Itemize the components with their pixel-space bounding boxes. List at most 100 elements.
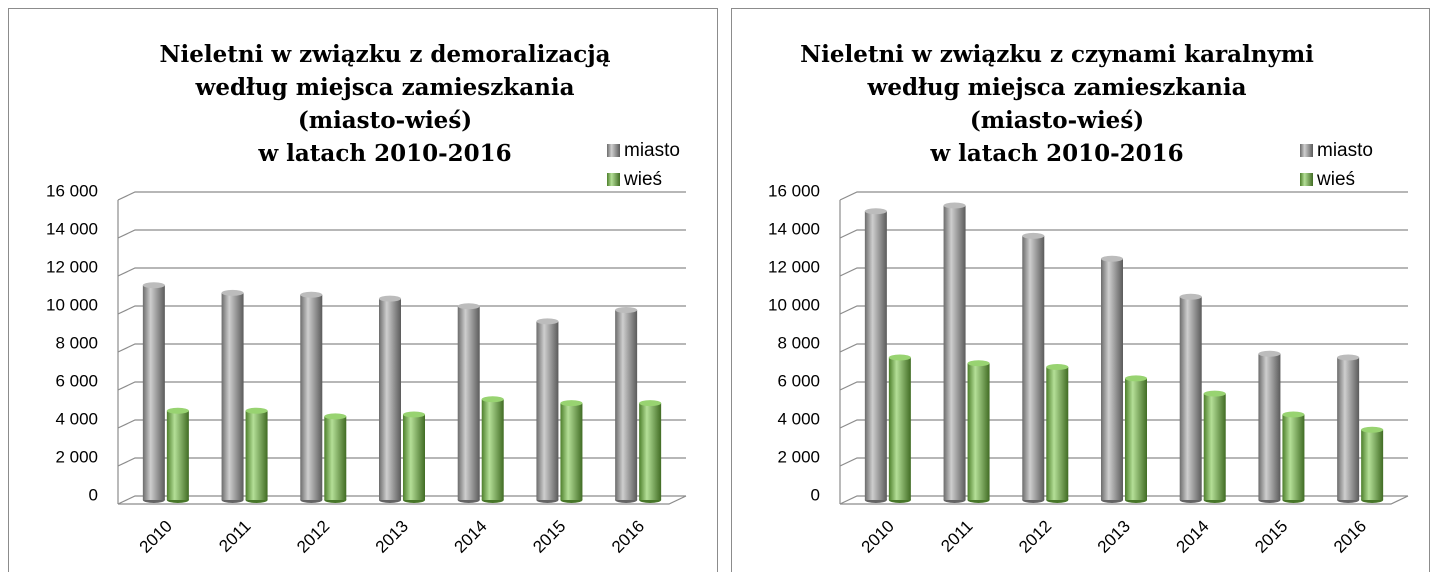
bar-cap — [864, 208, 887, 215]
y-tick-label: 0 — [811, 485, 820, 504]
chart-title: (miasto-wieś) — [970, 107, 1144, 134]
bar — [1022, 235, 1045, 500]
bar — [560, 403, 583, 500]
bar — [1337, 357, 1360, 500]
x-tick-label: 2016 — [608, 517, 648, 557]
grid-line — [839, 305, 1408, 315]
bar-cap — [1282, 411, 1305, 418]
bar — [1282, 414, 1305, 500]
bar — [1125, 378, 1147, 500]
bar-cap — [615, 307, 638, 313]
bar-cap — [245, 407, 268, 414]
y-tick-label: 14 000 — [46, 219, 98, 238]
bar — [888, 357, 911, 500]
y-tick-label: 12 000 — [768, 257, 820, 276]
bar-cap — [142, 282, 165, 289]
bar — [457, 306, 480, 500]
y-tick-label: 8 000 — [55, 333, 98, 352]
grid-line — [839, 229, 1408, 239]
y-tick-label: 6 000 — [55, 371, 98, 390]
y-tick-label: 8 000 — [777, 333, 820, 352]
grid-line — [117, 495, 686, 505]
chart-title: według miejsca zamieszkania — [195, 74, 575, 101]
y-tick-label: 16 000 — [46, 181, 98, 200]
bar-cap — [967, 360, 990, 367]
bar-cap — [324, 413, 347, 420]
bar — [142, 285, 165, 500]
grid-line — [839, 191, 1408, 201]
bar — [324, 416, 347, 500]
bar — [481, 399, 504, 500]
x-tick-label: 2014 — [1173, 517, 1213, 557]
bar-cap — [166, 407, 189, 414]
grid-line — [117, 457, 686, 467]
x-tick-label: 2010 — [136, 517, 176, 557]
bar-cap — [1203, 390, 1226, 397]
bar-cap — [1179, 293, 1202, 300]
grid-line — [839, 419, 1408, 429]
chart-title: Nieletni w związku z demoralizacją — [159, 41, 610, 68]
bar-cap — [481, 396, 504, 403]
bar — [1361, 429, 1384, 500]
grid-line — [839, 267, 1408, 277]
bar — [1101, 258, 1123, 500]
bar — [864, 211, 887, 500]
legend-swatch — [607, 173, 620, 186]
bar — [1046, 367, 1069, 500]
grid-line — [839, 343, 1408, 353]
x-tick-label: 2013 — [1094, 517, 1134, 557]
bar-cap — [639, 400, 662, 407]
bar-cap — [221, 289, 244, 296]
y-tick-label: 10 000 — [768, 295, 820, 314]
x-tick-label: 2013 — [372, 517, 412, 557]
grid-line — [839, 457, 1408, 467]
legend-label: miasto — [1317, 140, 1373, 161]
bar-cap — [379, 295, 401, 302]
floor — [840, 495, 1409, 505]
bar-cap — [1258, 350, 1281, 357]
bar — [403, 414, 425, 500]
bar — [1179, 296, 1202, 500]
y-tick-label: 6 000 — [777, 371, 820, 390]
panel-border — [8, 8, 718, 572]
grid-line — [839, 381, 1408, 391]
bar-cap — [943, 202, 966, 209]
legend-swatch — [1300, 144, 1313, 157]
bar — [245, 410, 268, 500]
grid-line — [117, 191, 686, 201]
y-tick-label: 12 000 — [46, 257, 98, 276]
y-tick-label: 2 000 — [55, 447, 98, 466]
bar-cap — [1125, 375, 1147, 382]
chart-title: w latach 2010-2016 — [929, 140, 1183, 167]
floor — [118, 495, 687, 505]
grid-line — [117, 419, 686, 429]
bar-cap — [536, 318, 559, 325]
y-tick-label: 2 000 — [777, 447, 820, 466]
bar — [300, 294, 323, 500]
chart-title: (miasto-wieś) — [298, 107, 472, 134]
bar-cap — [1337, 354, 1360, 361]
x-tick-label: 2015 — [529, 517, 569, 557]
bar — [615, 310, 638, 500]
bar-cap — [403, 411, 425, 418]
bar — [639, 403, 662, 500]
legend-label: wieś — [1316, 169, 1355, 190]
bar-cap — [1361, 426, 1384, 433]
bar — [943, 205, 966, 500]
bar-cap — [1101, 255, 1123, 262]
y-tick-label: 10 000 — [46, 295, 98, 314]
bar-cap — [457, 303, 480, 310]
grid-line — [839, 495, 1408, 505]
bar-cap — [300, 291, 323, 298]
grid-line — [117, 381, 686, 391]
chart-title: w latach 2010-2016 — [257, 140, 511, 167]
y-tick-label: 0 — [89, 485, 98, 504]
grid-line — [117, 267, 686, 277]
bar — [1258, 353, 1281, 500]
grid-line — [117, 229, 686, 239]
x-tick-label: 2011 — [215, 517, 254, 556]
chart-title: Nieletni w związku z czynami karalnymi — [800, 41, 1314, 68]
bar-cap — [560, 400, 583, 407]
bar — [166, 410, 189, 500]
